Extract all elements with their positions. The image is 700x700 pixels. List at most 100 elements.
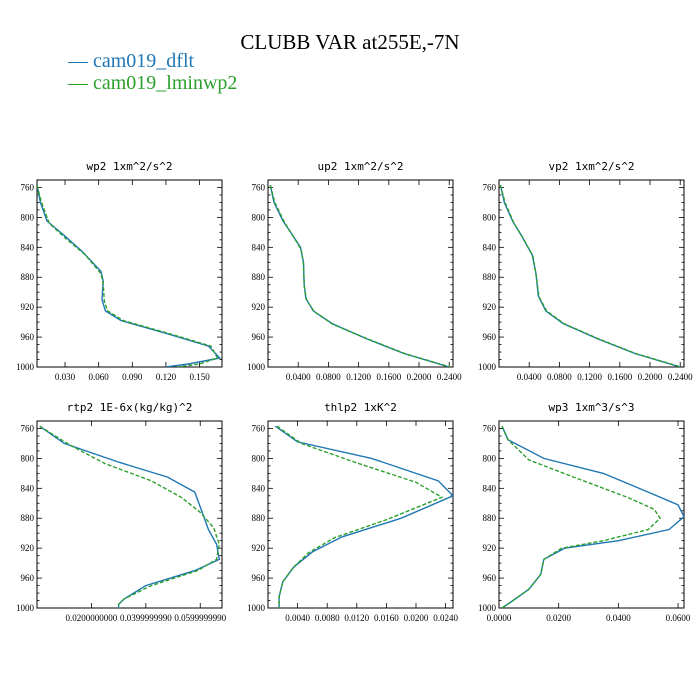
y-tick-label: 800 bbox=[252, 212, 266, 222]
y-tick-label: 840 bbox=[483, 242, 497, 252]
x-tick-label: 0.150 bbox=[189, 372, 210, 382]
series-line-lminwp2 bbox=[499, 185, 682, 367]
series-line-lminwp2 bbox=[39, 425, 221, 608]
legend-item-dflt: — cam019_dflt bbox=[68, 50, 194, 73]
y-tick-label: 920 bbox=[21, 543, 35, 553]
x-tick-label: 0.0200000000 bbox=[66, 613, 118, 623]
y-tick-label: 880 bbox=[483, 272, 497, 282]
panel-title: up2 1xm^2/s^2 bbox=[317, 160, 403, 173]
series-line-dflt bbox=[274, 425, 453, 608]
x-tick-label: 0.030 bbox=[55, 372, 76, 382]
panel-title: wp2 1xm^2/s^2 bbox=[86, 160, 172, 173]
panel-6: wp3 1xm^3/s^3 760 800 840 880 920 960 10000.000… bbox=[478, 401, 691, 623]
panel-title: rtp2 1E-6x(kg/kg)^2 bbox=[67, 401, 193, 414]
y-tick-label: 800 bbox=[252, 453, 266, 463]
y-tick-label: 960 bbox=[252, 332, 266, 342]
x-tick-label: 0.0400 bbox=[606, 613, 631, 623]
x-tick-label: 0.0399999990 bbox=[120, 613, 172, 623]
series-line-lminwp2 bbox=[501, 425, 662, 608]
x-tick-label: 0.2400 bbox=[668, 372, 693, 382]
y-tick-label: 1000 bbox=[478, 362, 497, 372]
y-tick-label: 840 bbox=[483, 483, 497, 493]
x-tick-label: 0.120 bbox=[156, 372, 177, 382]
panel-2: up2 1xm^2/s^2 760 800 840 880 920 960 1000 0.040… bbox=[247, 160, 462, 382]
panel-frame bbox=[36, 420, 223, 609]
x-tick-label: 0.0600 bbox=[666, 613, 691, 623]
panel-frame bbox=[498, 179, 685, 368]
x-tick-label: 0.0400 bbox=[286, 372, 311, 382]
x-tick-label: 0.0800 bbox=[547, 372, 572, 382]
figure-title: CLUBB VAR at255E,-7N bbox=[240, 30, 460, 54]
series-line-dflt bbox=[39, 425, 221, 608]
y-tick-label: 920 bbox=[483, 302, 497, 312]
x-tick-label: 0.0400 bbox=[517, 372, 542, 382]
x-tick-label: 0.090 bbox=[122, 372, 143, 382]
y-tick-label: 840 bbox=[21, 242, 35, 252]
series-line-dflt bbox=[499, 185, 681, 367]
x-tick-label: 0.1200 bbox=[577, 372, 602, 382]
panel-title: wp3 1xm^3/s^3 bbox=[548, 401, 634, 414]
series-line-dflt bbox=[501, 425, 684, 608]
y-tick-label: 760 bbox=[252, 423, 266, 433]
y-tick-label: 800 bbox=[483, 453, 497, 463]
series-line-dflt bbox=[269, 185, 450, 367]
panel-title: vp2 1xm^2/s^2 bbox=[548, 160, 634, 173]
y-tick-label: 960 bbox=[483, 573, 497, 583]
y-tick-label: 920 bbox=[21, 302, 35, 312]
y-tick-label: 960 bbox=[21, 332, 35, 342]
y-tick-label: 1000 bbox=[478, 603, 497, 613]
panel-frame bbox=[267, 179, 454, 368]
y-tick-label: 760 bbox=[252, 182, 266, 192]
panel-frame bbox=[267, 420, 454, 609]
y-tick-label: 880 bbox=[252, 272, 266, 282]
series-line-lminwp2 bbox=[269, 185, 451, 367]
panel-frame bbox=[36, 179, 223, 368]
x-tick-label: 0.0160 bbox=[374, 613, 399, 623]
y-tick-label: 760 bbox=[483, 182, 497, 192]
panel-4: rtp2 1E-6x(kg/kg)^2 760 800 840 880 920 960 100… bbox=[16, 401, 227, 623]
x-tick-label: 0.0599999990 bbox=[174, 613, 226, 623]
x-tick-label: 0.0200 bbox=[546, 613, 571, 623]
y-tick-label: 960 bbox=[252, 573, 266, 583]
x-tick-label: 0.0000 bbox=[487, 613, 512, 623]
y-tick-label: 800 bbox=[21, 212, 35, 222]
x-tick-label: 0.0200 bbox=[404, 613, 429, 623]
y-tick-label: 880 bbox=[252, 513, 266, 523]
y-tick-label: 760 bbox=[21, 182, 35, 192]
x-tick-label: 0.1600 bbox=[607, 372, 632, 382]
panel-1: wp2 1xm^2/s^2 760 800 840 880 920 960 1000 0.030… bbox=[16, 160, 223, 382]
y-tick-label: 840 bbox=[21, 483, 35, 493]
y-tick-label: 920 bbox=[483, 543, 497, 553]
series-line-dflt bbox=[37, 185, 222, 367]
y-tick-label: 880 bbox=[483, 513, 497, 523]
x-tick-label: 0.2000 bbox=[638, 372, 663, 382]
y-tick-label: 880 bbox=[21, 272, 35, 282]
y-tick-label: 1000 bbox=[247, 603, 266, 613]
y-tick-label: 840 bbox=[252, 483, 266, 493]
legend-item-lminwp2: — cam019_lminwp2 bbox=[68, 72, 237, 95]
y-tick-label: 920 bbox=[252, 302, 266, 312]
x-tick-label: 0.060 bbox=[89, 372, 110, 382]
x-tick-label: 0.0800 bbox=[316, 372, 341, 382]
x-tick-label: 0.0240 bbox=[433, 613, 458, 623]
panel-5: thlp2 1xK^2 760 800 840 880 920 960 1000 0.0040 0… bbox=[247, 401, 458, 623]
x-tick-label: 0.0040 bbox=[285, 613, 310, 623]
x-tick-label: 0.2400 bbox=[437, 372, 462, 382]
y-tick-label: 800 bbox=[21, 453, 35, 463]
x-tick-label: 0.0120 bbox=[344, 613, 369, 623]
y-tick-label: 1000 bbox=[16, 603, 35, 613]
y-tick-label: 960 bbox=[483, 332, 497, 342]
y-tick-label: 960 bbox=[21, 573, 35, 583]
x-tick-label: 0.1200 bbox=[346, 372, 371, 382]
y-tick-label: 1000 bbox=[247, 362, 266, 372]
panel-frame bbox=[498, 420, 685, 609]
legend-label-dflt: — cam019_dflt bbox=[68, 50, 195, 72]
x-tick-label: 0.2000 bbox=[407, 372, 432, 382]
y-tick-label: 1000 bbox=[16, 362, 35, 372]
y-tick-label: 880 bbox=[21, 513, 35, 523]
series-line-lminwp2 bbox=[37, 185, 219, 367]
panel-title: thlp2 1xK^2 bbox=[324, 401, 397, 414]
x-tick-label: 0.0080 bbox=[315, 613, 340, 623]
